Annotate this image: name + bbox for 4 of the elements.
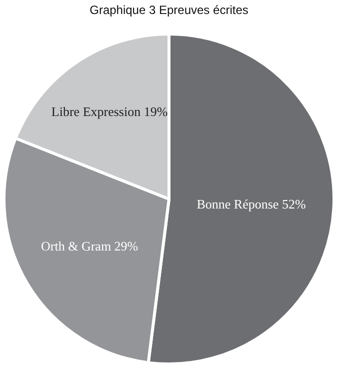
chart-title: Graphique 3 Epreuves écrites (90, 2, 248, 17)
slice-label: Libre Expression 19% (51, 104, 168, 120)
slice-label: Bonne Réponse 52% (196, 196, 306, 212)
slice-label: Orth & Gram 29% (41, 238, 138, 254)
